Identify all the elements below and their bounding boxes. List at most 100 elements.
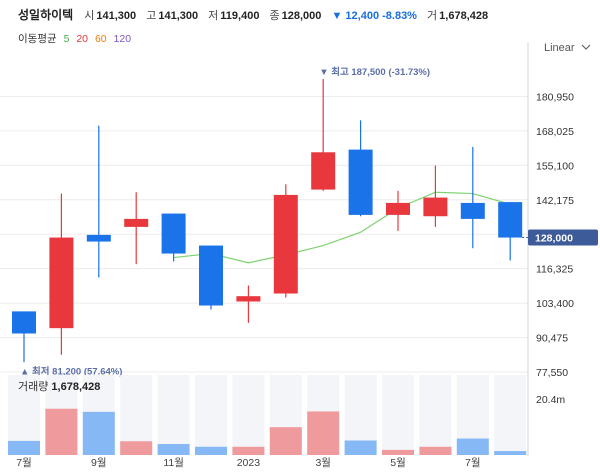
high-annotation: ▼ 최고 187,500 (-31.73%) [319,66,430,78]
volume-bar-fill [382,449,414,455]
chevron-down-icon [578,42,591,54]
volume-bar-bg [494,375,527,455]
candle-body [311,152,336,190]
candle-body [460,202,485,219]
volume-bar [456,375,489,455]
candle-body [273,194,298,294]
ma-5[interactable]: 5 [63,33,70,45]
candle [49,193,74,355]
volume-bar [8,375,40,455]
volume-bar [157,375,190,455]
ma-legend-label: 이동평균 [18,33,57,45]
candle-body [161,213,186,254]
volume-bar [195,375,227,455]
candle [348,120,373,217]
ohlc-summary: 성일하이텍 시 141,300 고 141,300 저 119,400 종 128,00… [18,6,495,23]
low-annotation: ▲ 최저 81,200 (57.64%) [20,365,122,377]
volume-bar-fill [45,408,78,455]
current-price-label: 128,000 [535,233,573,245]
candle-body [124,218,149,227]
candle-body [348,149,373,215]
volume-bar [419,375,452,455]
volume-label: 거 [427,10,438,22]
low-value: 119,400 [220,10,260,22]
candle-body [12,311,36,334]
candle [161,213,186,262]
candle [386,190,410,231]
y-tick-label: 77,550 [536,367,568,379]
ma20-line [173,191,511,264]
candle [124,192,149,265]
low-label: 저 [208,10,219,22]
volume-label: 거래량 1,678,428 [18,380,100,393]
x-tick-label: 5월 [390,457,406,469]
current-price-box [528,229,598,246]
open-label: 시 [84,10,95,22]
y-tick-label: 103,400 [536,298,574,310]
candle [86,125,111,278]
volume-bar-fill [157,444,190,455]
x-tick-label: 7월 [16,457,32,469]
volume-bar [82,375,115,455]
volume-bar-bg [232,375,265,455]
high-value: 141,300 [158,10,199,22]
volume-bar [307,375,340,455]
close-value: 128,000 [281,10,322,22]
change-value: ▼ 12,400 -8.83% [331,10,417,22]
volume-value: 1,678,428 [51,381,100,393]
volume-bar-fill [269,427,302,455]
volume-bar-fill [82,411,115,455]
y-tick-label: 116,325 [536,264,573,276]
candle [423,165,448,227]
volume-bar-fill [195,446,227,455]
candle-body [423,197,448,217]
volume-bar [494,375,527,455]
volume-bar [120,375,153,455]
volume-bar-fill [344,440,377,455]
ma-120[interactable]: 120 [113,33,132,45]
candle-body [498,202,523,238]
ma-20[interactable]: 20 [76,33,89,45]
ma-60[interactable]: 60 [94,33,107,45]
volume-bar-fill [120,441,153,455]
y-tick-label: 168,025 [536,126,574,138]
volume-bar-fill [419,446,452,455]
volume-bar-bg [195,375,227,455]
candle [498,202,523,261]
moving-average-legend[interactable]: 이동평균 5 20 60 120 [18,31,135,46]
x-tick-label: 7월 [465,457,481,469]
volume-tick-label: 20.4m [536,394,565,406]
volume-bar-fill [307,411,340,455]
x-tick-label: 2023 [237,457,261,469]
volume-bar-bg [157,375,190,455]
candle [12,311,36,363]
close-label: 종 [269,10,280,22]
volume-bar-fill [456,438,489,455]
y-tick-label: 142,175 [536,195,574,207]
candle-body [49,237,74,329]
x-tick-label: 3월 [315,457,331,469]
candle [273,184,298,298]
candle [236,285,261,323]
volume-bar-bg [419,375,452,455]
x-tick-label: 9월 [91,457,107,469]
volume-bar [232,375,265,455]
volume-bar-fill [8,440,40,455]
volume-value: 1,678,428 [439,10,489,22]
open-value: 141,300 [96,10,137,22]
y-tick-label: 180,950 [536,91,574,103]
volume-bar-fill [232,446,265,455]
candle-body [199,245,223,306]
stock-name: 성일하이텍 [18,8,74,22]
y-tick-label: 155,100 [536,160,574,172]
high-label: 고 [146,10,157,22]
volume-bar [344,375,377,455]
candle-body [236,296,261,302]
volume-bar [45,375,78,455]
stock-header: 성일하이텍 시 141,300 고 141,300 저 119,400 종 128,00… [0,0,600,28]
volume-bar-bg [382,375,414,455]
scale-selector[interactable]: Linear [544,42,591,54]
volume-bar-fill [494,451,527,455]
candle [199,245,223,310]
